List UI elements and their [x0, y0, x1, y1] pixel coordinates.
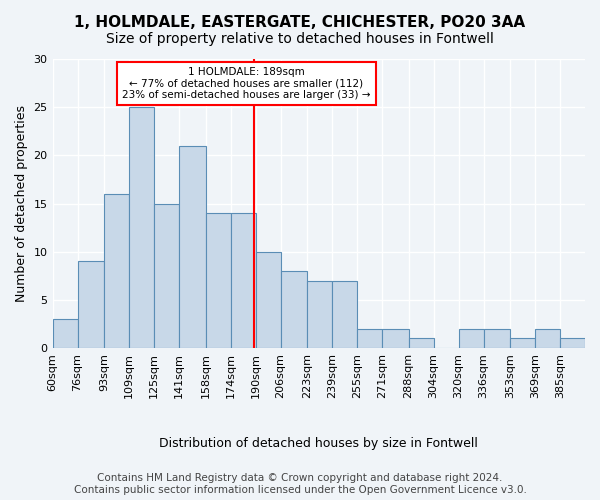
Bar	[179, 146, 206, 348]
Text: Contains HM Land Registry data © Crown copyright and database right 2024.
Contai: Contains HM Land Registry data © Crown c…	[74, 474, 526, 495]
Bar	[409, 338, 434, 348]
Bar	[510, 338, 535, 348]
Text: 1, HOLMDALE, EASTERGATE, CHICHESTER, PO20 3AA: 1, HOLMDALE, EASTERGATE, CHICHESTER, PO2…	[74, 15, 526, 30]
Bar	[382, 329, 409, 348]
Bar	[129, 107, 154, 348]
X-axis label: Distribution of detached houses by size in Fontwell: Distribution of detached houses by size …	[160, 437, 478, 450]
Bar	[154, 204, 179, 348]
Bar	[332, 280, 357, 348]
Y-axis label: Number of detached properties: Number of detached properties	[15, 105, 28, 302]
Bar	[535, 329, 560, 348]
Bar	[77, 262, 104, 348]
Bar	[281, 271, 307, 348]
Bar	[53, 319, 77, 348]
Bar	[230, 213, 256, 348]
Bar	[206, 213, 230, 348]
Bar	[256, 252, 281, 348]
Bar	[307, 280, 332, 348]
Bar	[484, 329, 510, 348]
Text: 1 HOLMDALE: 189sqm
← 77% of detached houses are smaller (112)
23% of semi-detach: 1 HOLMDALE: 189sqm ← 77% of detached hou…	[122, 66, 370, 100]
Bar	[357, 329, 382, 348]
Bar	[560, 338, 585, 348]
Text: Size of property relative to detached houses in Fontwell: Size of property relative to detached ho…	[106, 32, 494, 46]
Bar	[458, 329, 484, 348]
Bar	[104, 194, 129, 348]
